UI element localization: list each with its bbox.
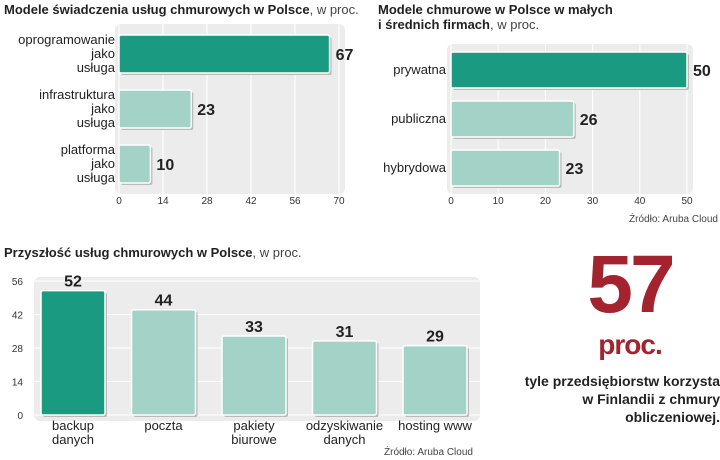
chart1-x-tick: 14 [157, 196, 169, 207]
chart3-category-label: backup [52, 418, 94, 433]
chart3-unit: , w proc. [252, 245, 302, 260]
chart3-bar [130, 308, 197, 416]
chart3-data-label: 44 [155, 293, 173, 310]
chart3-y-tick: 42 [12, 311, 24, 322]
chart1-category-label: jako [90, 156, 115, 171]
chart2-data-label: 50 [693, 63, 711, 80]
chart3-category-label: poczta [144, 418, 183, 433]
chart3-y-tick: 56 [12, 277, 24, 288]
chart3-data-label: 31 [336, 324, 354, 341]
chart3-title: Przyszłość usług chmurowych w Polsce, w … [4, 245, 302, 260]
chart2-bar [450, 100, 575, 138]
chart3-category-label: odzyskiwanie [306, 418, 383, 433]
chart1-x-tick: 56 [289, 196, 301, 207]
chart1-data-label: 67 [336, 47, 354, 64]
chart1-unit: , w proc. [309, 2, 359, 17]
highlight-text: tyle przedsiębiorstw korzysta w Finlandii… [524, 373, 720, 425]
highlight-number: 57 [587, 239, 675, 330]
chart3-category-label: danych [52, 432, 94, 447]
chart2-x-tick: 10 [493, 196, 505, 207]
chart2-x-tick: 50 [681, 196, 693, 207]
chart2-x-tick: 0 [448, 196, 454, 207]
chart1-bar [118, 89, 193, 129]
chart2-x-tick: 30 [587, 196, 599, 207]
chart2-data-label: 23 [566, 161, 584, 178]
chart3-data-label: 52 [64, 274, 82, 291]
chart1-title: Modele świadczenia usług chmurowych w Po… [4, 2, 359, 17]
chart2-source: Źródło: Aruba Cloud [629, 214, 718, 225]
chart3-title-text: Przyszłość usług chmurowych w Polsce [4, 245, 253, 260]
chart2-title-line2: i średnich firmach [378, 17, 490, 32]
chart1-category-label: usługa [77, 60, 116, 75]
chart3-y-tick: 14 [12, 378, 24, 389]
chart2-title: Modele chmurowe w Polsce w małych i śred… [378, 2, 613, 32]
chart1-category-label: platforma [61, 142, 116, 157]
chart3-data-label: 33 [245, 319, 263, 336]
chart3-category-label: pakiety [233, 418, 275, 433]
chart2-title-line1: Modele chmurowe w Polsce w małych [378, 2, 613, 17]
chart2-category-label: prywatna [393, 62, 447, 77]
chart3-bar [221, 335, 287, 416]
chart2-category-label: publiczna [391, 111, 447, 126]
chart1-category-label: infrastruktura [39, 87, 116, 102]
chart3-y-tick: 28 [12, 344, 24, 355]
chart1-category-label: usługa [77, 170, 116, 185]
chart2-x-tick: 40 [634, 196, 646, 207]
chart1-bar [118, 34, 331, 74]
chart2-category-label: hybrydowa [383, 160, 447, 175]
chart1-data-label: 23 [197, 102, 215, 119]
chart1-category-label: jako [90, 46, 115, 61]
chart3-bar [311, 340, 378, 416]
chart2-bar [450, 51, 688, 89]
highlight-unit: proc. [598, 329, 662, 360]
chart1-title-text: Modele świadczenia usług chmurowych w Po… [4, 2, 310, 17]
chart1-category-label: jako [90, 101, 115, 116]
chart1-x-tick: 28 [201, 196, 213, 207]
chart2-data-label: 26 [580, 112, 598, 129]
chart1-x-tick: 70 [333, 196, 345, 207]
chart1-category-label: oprogramowanie [18, 32, 115, 47]
chart3-category-label: danych [324, 432, 366, 447]
chart2-x-tick: 20 [540, 196, 552, 207]
chart1-bar [118, 144, 152, 184]
chart2-unit: , w proc. [489, 17, 540, 32]
chart3-y-tick: 0 [17, 411, 23, 422]
chart3-category-label: biurowe [231, 432, 277, 447]
chart1-data-label: 10 [156, 157, 174, 174]
chart3-bar [40, 289, 106, 416]
chart3-source: Źródło: Aruba Cloud [384, 447, 473, 458]
chart1-category-label: usługa [77, 115, 116, 130]
chart3-bar [402, 344, 468, 416]
chart3-category-label: hosting www [398, 418, 472, 433]
chart1-x-tick: 42 [245, 196, 257, 207]
chart2-bar [450, 149, 561, 187]
chart1-x-tick: 0 [116, 196, 122, 207]
chart3-data-label: 29 [426, 329, 444, 346]
